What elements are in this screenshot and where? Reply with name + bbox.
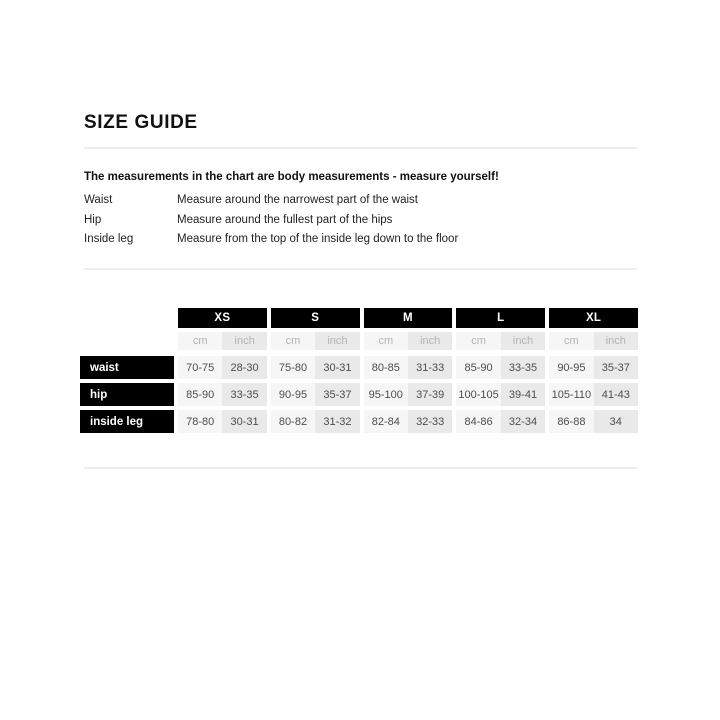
unit-header-inch: inch	[500, 332, 546, 350]
size-header-l: L	[456, 308, 546, 328]
page-title: SIZE GUIDE	[84, 112, 198, 133]
size-header-xl: XL	[549, 308, 638, 328]
unit-header-cm: cm	[456, 332, 501, 350]
definition-row-waist: Waist Measure around the narrowest part …	[84, 193, 637, 207]
measurement-definitions: Waist Measure around the narrowest part …	[84, 193, 637, 252]
unit-header-cm: cm	[178, 332, 223, 350]
waist-xl-inch: 35-37	[593, 356, 638, 379]
hip-l-cm: 100-105	[456, 383, 501, 406]
hip-m: 95-100 37-39	[363, 383, 453, 406]
hip-xl-inch: 41-43	[593, 383, 638, 406]
size-table: XS S M L XL cm inch cm inch cm inch cm i…	[80, 308, 638, 433]
unit-header-cm: cm	[270, 332, 316, 350]
hip-l-inch: 39-41	[500, 383, 546, 406]
hip-xs: 85-90 33-35	[178, 383, 267, 406]
hip-xl-cm: 105-110	[549, 383, 594, 406]
inside-leg-s-inch: 31-32	[315, 410, 360, 433]
size-header-xs: XS	[178, 308, 267, 328]
hip-s-cm: 90-95	[270, 383, 316, 406]
hip-l: 100-105 39-41	[456, 383, 546, 406]
inside-leg-xs-cm: 78-80	[178, 410, 223, 433]
inside-leg-xl-cm: 86-88	[549, 410, 594, 433]
size-header-m: M	[363, 308, 453, 328]
unit-header-cm: cm	[549, 332, 594, 350]
waist-s-cm: 75-80	[270, 356, 316, 379]
inside-leg-xs: 78-80 30-31	[178, 410, 267, 433]
unit-header-xl: cm inch	[549, 332, 638, 350]
waist-xl-cm: 90-95	[549, 356, 594, 379]
definition-description: Measure around the fullest part of the h…	[177, 213, 393, 226]
inside-leg-s-cm: 80-82	[270, 410, 316, 433]
waist-m-cm: 80-85	[363, 356, 408, 379]
definition-description: Measure around the narrowest part of the…	[177, 194, 418, 206]
waist-s: 75-80 30-31	[270, 356, 360, 379]
divider-top	[84, 147, 637, 149]
divider-bottom	[84, 467, 637, 469]
unit-header-s: cm inch	[270, 332, 360, 350]
waist-l-cm: 85-90	[456, 356, 501, 379]
hip-m-cm: 95-100	[363, 383, 408, 406]
row-label-hip: hip	[80, 383, 174, 406]
unit-header-m: cm inch	[363, 332, 453, 350]
waist-l: 85-90 33-35	[456, 356, 546, 379]
waist-xs-inch: 28-30	[222, 356, 267, 379]
intro-text: The measurements in the chart are body m…	[84, 171, 499, 183]
inside-leg-s: 80-82 31-32	[270, 410, 360, 433]
hip-s: 90-95 35-37	[270, 383, 360, 406]
unit-header-xs: cm inch	[178, 332, 267, 350]
unit-header-inch: inch	[408, 332, 453, 350]
definition-term: Hip	[84, 213, 102, 226]
inside-leg-xs-inch: 30-31	[222, 410, 267, 433]
waist-m: 80-85 31-33	[363, 356, 453, 379]
table-corner-spacer	[80, 308, 174, 328]
definition-term: Waist	[84, 194, 113, 206]
size-header-s: S	[270, 308, 360, 328]
inside-leg-xl-inch: 34	[593, 410, 638, 433]
hip-m-inch: 37-39	[408, 383, 453, 406]
inside-leg-l-cm: 84-86	[456, 410, 501, 433]
unit-header-inch: inch	[593, 332, 638, 350]
inside-leg-xl: 86-88 34	[549, 410, 638, 433]
hip-xs-cm: 85-90	[178, 383, 223, 406]
waist-xs: 70-75 28-30	[178, 356, 267, 379]
waist-s-inch: 30-31	[315, 356, 360, 379]
hip-xl: 105-110 41-43	[549, 383, 638, 406]
waist-m-inch: 31-33	[408, 356, 453, 379]
inside-leg-l: 84-86 32-34	[456, 410, 546, 433]
definition-row-hip: Hip Measure around the fullest part of t…	[84, 213, 637, 227]
inside-leg-m-inch: 32-33	[408, 410, 453, 433]
waist-l-inch: 33-35	[500, 356, 546, 379]
unit-header-cm: cm	[363, 332, 408, 350]
definition-description: Measure from the top of the inside leg d…	[177, 233, 459, 245]
definition-term: Inside leg	[84, 233, 134, 245]
unit-header-l: cm inch	[456, 332, 546, 350]
row-label-inside-leg: inside leg	[80, 410, 174, 433]
unit-header-inch: inch	[315, 332, 360, 350]
row-label-waist: waist	[80, 356, 174, 379]
inside-leg-l-inch: 32-34	[500, 410, 546, 433]
inside-leg-m: 82-84 32-33	[363, 410, 453, 433]
unit-row-spacer	[80, 332, 174, 352]
unit-header-inch: inch	[222, 332, 267, 350]
definition-row-inside-leg: Inside leg Measure from the top of the i…	[84, 232, 637, 246]
inside-leg-m-cm: 82-84	[363, 410, 408, 433]
hip-xs-inch: 33-35	[222, 383, 267, 406]
hip-s-inch: 35-37	[315, 383, 360, 406]
divider-middle	[84, 268, 637, 270]
waist-xl: 90-95 35-37	[549, 356, 638, 379]
waist-xs-cm: 70-75	[178, 356, 223, 379]
